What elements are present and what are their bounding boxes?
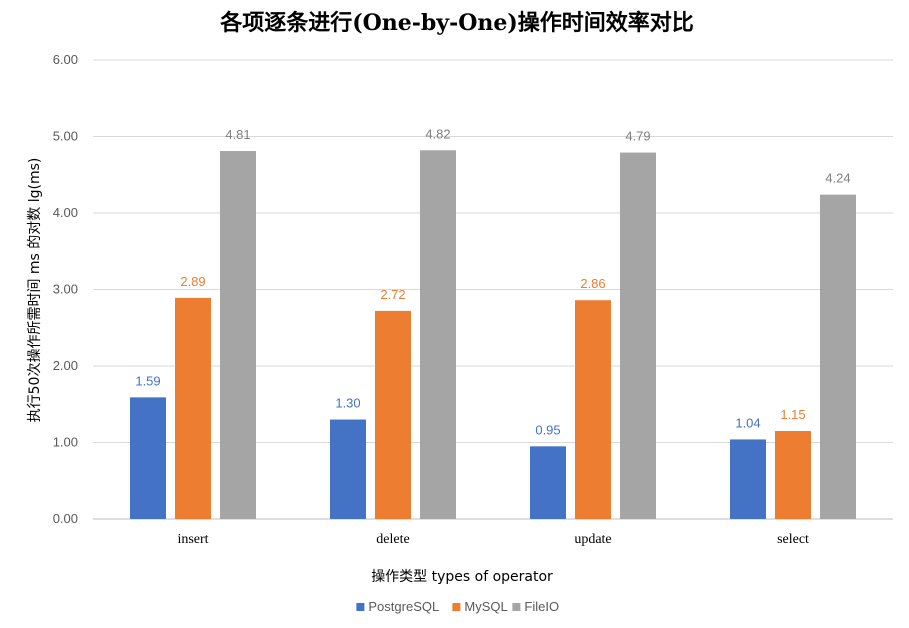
legend-label: MySQL [464,599,507,614]
data-label: 2.72 [380,287,405,302]
y-axis-ticks: 0.00 1.00 2.00 3.00 4.00 5.00 6.00 [53,52,78,526]
x-tick-label: select [777,532,809,547]
data-label: 1.30 [335,396,360,411]
bar-fileio-insert [220,151,256,519]
data-label: 0.95 [535,422,560,437]
y-tick-label: 3.00 [53,282,78,297]
gridlines [93,59,893,520]
x-tick-label: insert [177,532,208,547]
bar-postgresql-update [530,446,566,519]
bar-postgresql-delete [330,419,366,519]
legend-label: PostgreSQL [368,599,439,614]
data-label: 4.79 [625,129,650,144]
legend-swatch [356,603,365,611]
bar-postgresql-select [730,439,766,519]
data-label: 1.59 [135,373,160,388]
bar-mysql-select [775,431,811,519]
data-label: 4.24 [825,171,850,186]
legend: PostgreSQL MySQL FileIO [356,599,559,614]
y-tick-label: 6.00 [53,52,78,67]
y-tick-label: 2.00 [53,358,78,373]
data-labels: 1.59 2.89 4.81 1.30 2.72 4.82 0.95 2.86 4.79 1.04… [135,126,850,437]
legend-label: FileIO [524,599,559,614]
bar-mysql-delete [375,310,411,519]
legend-swatch [512,603,521,611]
x-tick-label: update [574,532,611,547]
bar-fileio-update [620,152,656,519]
bar-fileio-select [820,194,856,519]
data-label: 2.89 [180,274,205,289]
data-label: 1.15 [780,407,805,422]
y-tick-label: 1.00 [53,435,78,450]
bar-mysql-insert [175,297,211,519]
data-label: 2.86 [580,276,605,291]
bars [130,150,856,519]
bar-postgresql-insert [130,397,166,519]
legend-swatch [452,603,461,611]
data-label: 4.81 [225,127,250,142]
x-tick-label: delete [376,532,409,547]
chart-title: 各项逐条进行(One-by-One)操作时间效率对比 [219,10,694,36]
x-axis-categories: insert delete update select [177,532,809,547]
y-axis-label: 执行50次操作所需时间 ms 的对数 lg(ms) [27,158,43,423]
y-tick-label: 4.00 [53,205,78,220]
data-label: 1.04 [735,415,760,430]
x-axis-label: 操作类型 types of operator [371,569,553,585]
bar-mysql-update [575,300,611,519]
y-tick-label: 5.00 [53,129,78,144]
data-label: 4.82 [425,126,450,141]
y-tick-label: 0.00 [53,511,78,526]
bar-fileio-delete [420,150,456,519]
